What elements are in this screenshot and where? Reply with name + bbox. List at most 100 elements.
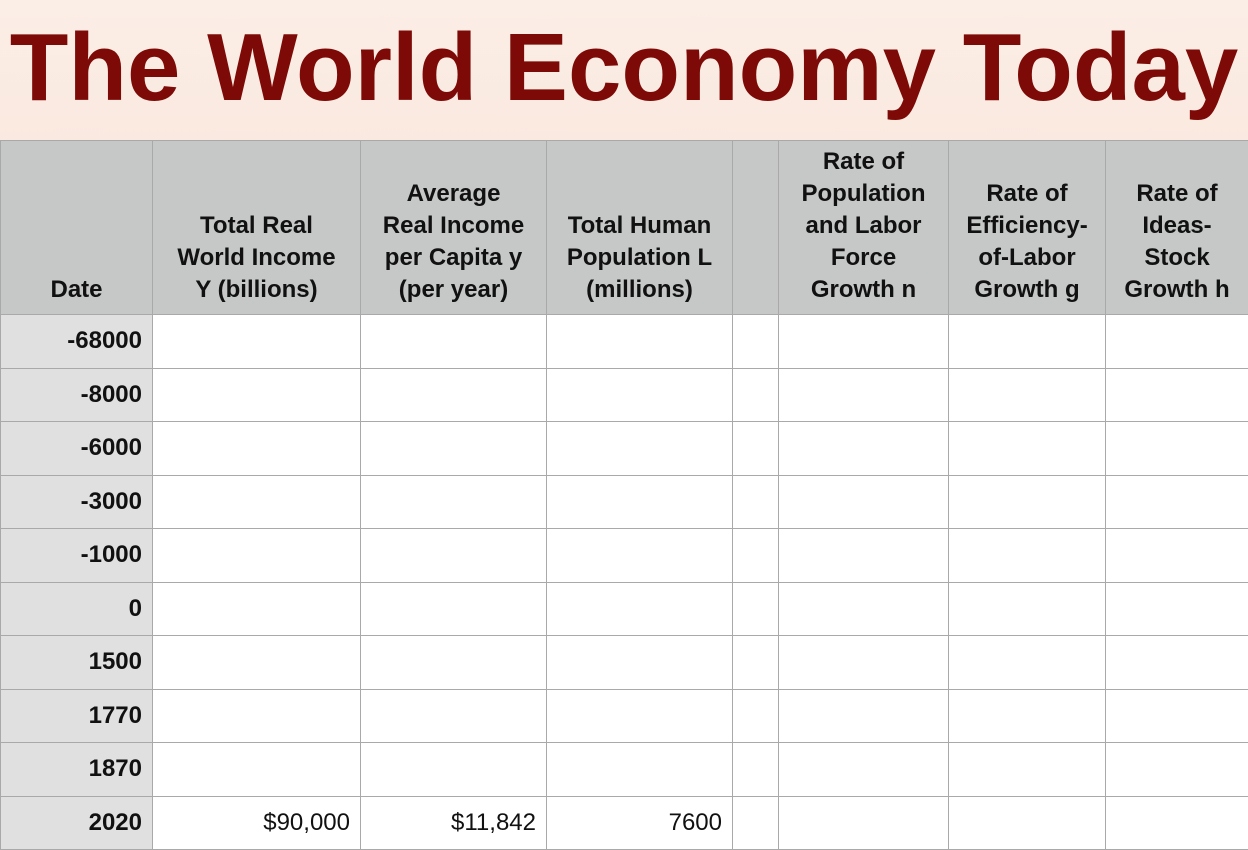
table-cell [733,796,779,850]
date-cell: -68000 [1,315,153,369]
table-row: -8000 [1,368,1248,422]
table-cell [779,475,949,529]
table-cell [361,743,547,797]
table-cell [733,582,779,636]
table-cell [779,796,949,850]
table-cell [949,422,1106,476]
date-cell: -8000 [1,368,153,422]
table-cell [361,636,547,690]
date-cell: -3000 [1,475,153,529]
table-cell [733,529,779,583]
table-row: -1000 [1,529,1248,583]
table-row: -6000 [1,422,1248,476]
table-cell [547,315,733,369]
table-cell [547,475,733,529]
table-row: 1870 [1,743,1248,797]
header-line: Growth g [959,274,1095,306]
table-cell [547,422,733,476]
table-cell [779,743,949,797]
header-line: (per year) [371,274,536,306]
table-cell [733,475,779,529]
header-line: Total Human [557,210,722,242]
table-cell [153,475,361,529]
date-cell: 2020 [1,796,153,850]
table-cell [547,743,733,797]
table-cell [547,529,733,583]
date-cell: -1000 [1,529,153,583]
header-line: of-Labor [959,242,1095,274]
table-cell [949,529,1106,583]
date-cell: 1500 [1,636,153,690]
header-line: and Labor [789,210,938,242]
table-cell [547,368,733,422]
table-cell [153,315,361,369]
date-cell: -6000 [1,422,153,476]
table-cell [1106,582,1248,636]
table-cell [153,529,361,583]
table-row: 1500 [1,636,1248,690]
table-cell [1106,529,1248,583]
table-row: 1770 [1,689,1248,743]
header-line: Population L [557,242,722,274]
header-line: Rate of [1116,178,1238,210]
table-cell [153,743,361,797]
table-cell: $11,842 [361,796,547,850]
table-cell [1106,422,1248,476]
header-line: Force [789,242,938,274]
column-header: Date [1,141,153,315]
table-cell [1106,315,1248,369]
table-cell [153,582,361,636]
header-line: Stock [1116,242,1238,274]
header-line: Population [789,178,938,210]
table-cell [361,689,547,743]
table-cell [733,315,779,369]
header-line: Rate of [789,146,938,178]
table-cell [361,422,547,476]
table-cell [547,636,733,690]
table-cell [779,689,949,743]
header-line: Date [11,274,142,306]
table-cell [779,422,949,476]
header-line: per Capita y [371,242,536,274]
table-cell [1106,689,1248,743]
header-line: Growth h [1116,274,1238,306]
date-cell: 1770 [1,689,153,743]
table-cell [153,636,361,690]
table-cell [361,475,547,529]
table-cell [361,315,547,369]
table-cell [949,368,1106,422]
table-cell [547,582,733,636]
table-cell [779,636,949,690]
header-line: Ideas- [1116,210,1238,242]
table-cell [1106,475,1248,529]
table-cell [733,743,779,797]
header-line: Total Real [163,210,350,242]
table-cell [779,529,949,583]
table-cell [733,422,779,476]
table-cell [949,689,1106,743]
header-line: Real Income [371,210,536,242]
table-cell [779,582,949,636]
table-cell: 7600 [547,796,733,850]
header-line: (millions) [557,274,722,306]
table-cell [361,529,547,583]
table-cell [153,689,361,743]
table-cell [949,636,1106,690]
table-cell [153,422,361,476]
table-cell [949,315,1106,369]
table-cell [361,582,547,636]
header-line: Average [371,178,536,210]
table-cell [733,689,779,743]
slide-title: The World Economy Today [0,8,1248,128]
table-cell [153,368,361,422]
